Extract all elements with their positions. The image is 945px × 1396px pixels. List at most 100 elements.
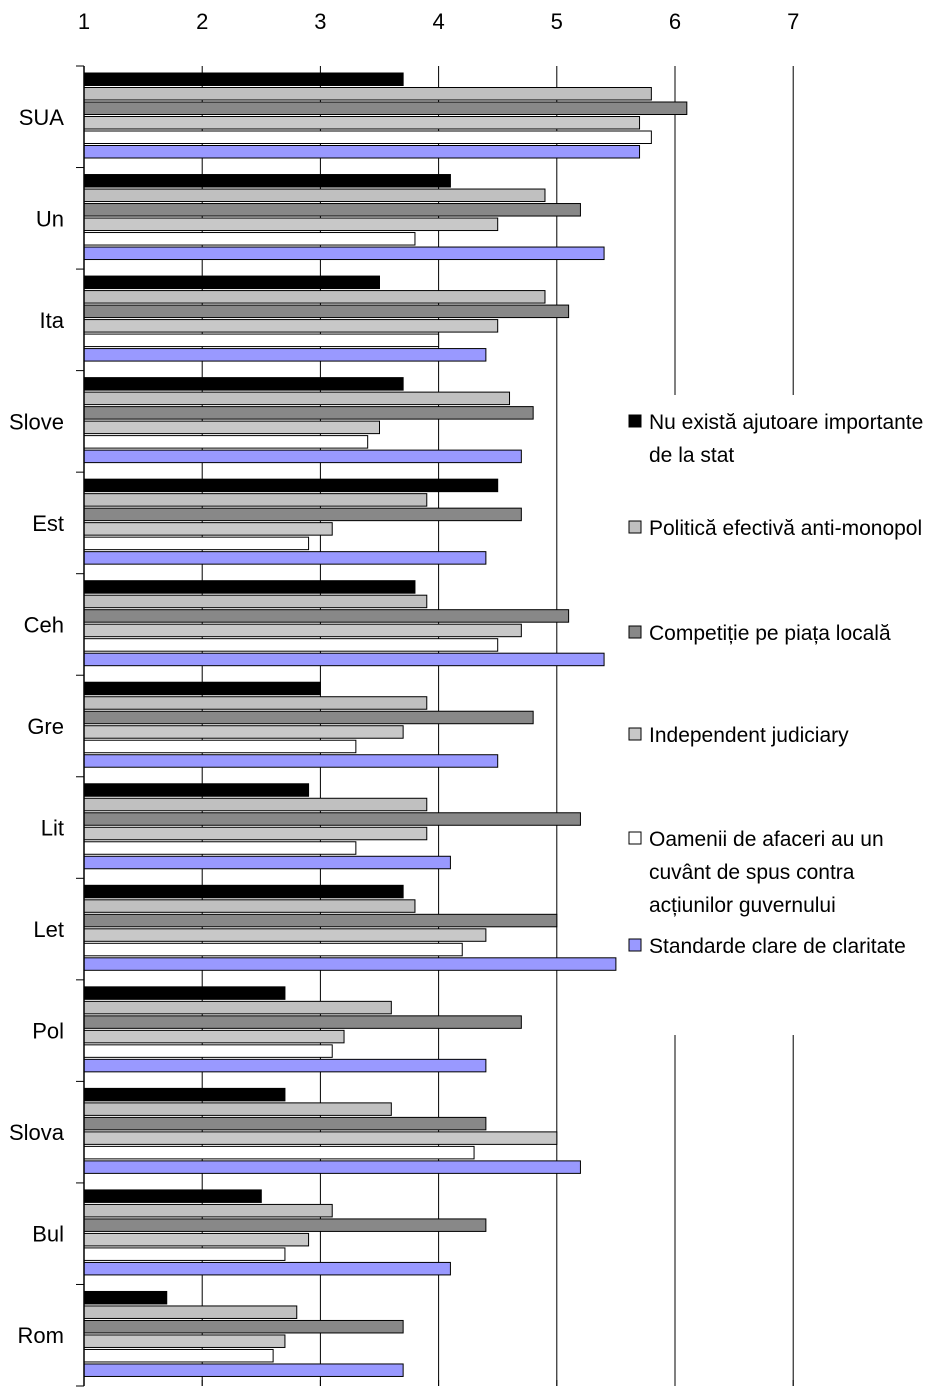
- axes: SUA Un Ita Slove Est Ceh Gre Lit Let Pol Slova Bul R…: [9, 9, 799, 1387]
- bar-ita-series-5: [83, 333, 440, 348]
- bar-slove-series-3: [83, 406, 534, 420]
- category-label: Lit: [41, 816, 64, 841]
- bar-bul-series-4: [83, 1232, 310, 1247]
- bar-slove-series-2: [83, 391, 511, 406]
- legend-swatch-1: [628, 414, 642, 428]
- bar-pol-series-2: [83, 1000, 392, 1015]
- bar-est-series-1: [83, 478, 499, 493]
- bar-slova-series-5: [83, 1145, 475, 1160]
- bar-let-series-2: [83, 899, 416, 913]
- bar-sua-series-6: [83, 145, 641, 159]
- category-label: Slove: [9, 409, 64, 434]
- bar-bul-series-1: [83, 1189, 262, 1203]
- legend: Nu există ajutoare importante de la stat P…: [628, 411, 923, 958]
- bar-un-series-5: [83, 232, 416, 246]
- bar-rom-series-3: [83, 1319, 404, 1334]
- bar-let-series-5: [83, 942, 463, 957]
- bar-let-series-3: [83, 913, 558, 928]
- x-tick-label: 5: [551, 9, 563, 34]
- bar-lit-series-3: [83, 812, 581, 826]
- bar-slova-series-2: [83, 1102, 392, 1116]
- bar-rom-series-6: [83, 1363, 404, 1377]
- x-tick-label: 2: [196, 9, 208, 34]
- bar-let-series-4: [83, 928, 487, 942]
- bar-ita-series-1: [83, 275, 380, 290]
- x-tick-label: 3: [314, 9, 326, 34]
- x-tick-label: 7: [787, 9, 799, 34]
- bar-slove-series-6: [83, 449, 522, 464]
- category-label: Pol: [32, 1019, 64, 1044]
- bar-ceh-series-4: [83, 623, 522, 638]
- bar-ceh-series-5: [83, 638, 499, 652]
- bar-rom-series-2: [83, 1305, 298, 1319]
- bar-slova-series-4: [83, 1131, 558, 1145]
- bar-slove-series-1: [83, 377, 404, 391]
- legend-swatch-5: [628, 831, 642, 845]
- legend-swatch-2: [628, 520, 642, 534]
- category-label: Un: [36, 206, 64, 231]
- bar-ceh-series-1: [83, 580, 416, 594]
- bar-bul-series-3: [83, 1218, 487, 1232]
- bar-bul-series-5: [83, 1247, 286, 1261]
- category-label: Gre: [27, 714, 64, 739]
- bar-un-series-1: [83, 174, 451, 188]
- bar-est-series-2: [83, 493, 428, 507]
- bar-gre-series-4: [83, 725, 404, 739]
- bar-sua-series-4: [83, 116, 641, 130]
- legend-label-1: de la stat: [649, 444, 734, 467]
- category-label: Est: [32, 511, 64, 536]
- bar-slova-series-1: [83, 1087, 286, 1102]
- category-label: Ita: [40, 308, 65, 333]
- category-label: Let: [33, 917, 64, 942]
- bar-slova-series-3: [83, 1116, 487, 1131]
- bar-un-series-4: [83, 217, 499, 232]
- legend-label-3: Competiție pe piața locală: [649, 622, 891, 645]
- bar-ita-series-2: [83, 290, 546, 304]
- bar-gre-series-5: [83, 739, 357, 754]
- bar-pol-series-3: [83, 1015, 522, 1029]
- bar-sua-series-3: [83, 101, 688, 115]
- bar-rom-series-4: [83, 1334, 286, 1348]
- legend-label-1: Nu există ajutoare importante: [649, 411, 923, 434]
- legend-label-4: Independent judiciary: [649, 724, 849, 747]
- legend-label-6: Standarde clare de claritate: [649, 935, 906, 958]
- category-label: Rom: [18, 1323, 64, 1348]
- bar-bul-series-6: [83, 1261, 451, 1276]
- bar-lit-series-4: [83, 826, 428, 841]
- category-label: Bul: [32, 1222, 64, 1247]
- bar-bul-series-2: [83, 1203, 333, 1218]
- bar-lit-series-5: [83, 841, 357, 855]
- bar-slove-series-4: [83, 420, 380, 435]
- x-tick-label: 1: [78, 9, 90, 34]
- bar-slova-series-6: [83, 1160, 581, 1174]
- category-label: Slova: [9, 1120, 65, 1145]
- bar-ceh-series-3: [83, 609, 570, 623]
- bar-ita-series-6: [83, 348, 487, 362]
- legend-label-5: acțiunilor guvernului: [649, 894, 836, 917]
- bar-gre-series-3: [83, 710, 534, 725]
- bar-sua-series-2: [83, 87, 652, 101]
- bar-est-series-5: [83, 536, 310, 551]
- bar-pol-series-4: [83, 1029, 345, 1044]
- bar-pol-series-5: [83, 1044, 333, 1058]
- bar-let-series-1: [83, 884, 404, 899]
- bar-rom-series-1: [83, 1290, 168, 1305]
- bar-gre-series-2: [83, 696, 428, 710]
- bar-ceh-series-2: [83, 594, 428, 609]
- bar-rom-series-5: [83, 1348, 274, 1363]
- bar-lit-series-6: [83, 855, 451, 870]
- legend-label-5: cuvânt de spus contra: [649, 861, 855, 884]
- legend-swatch-6: [628, 938, 642, 952]
- bar-slove-series-5: [83, 435, 369, 449]
- bar-sua-series-5: [83, 130, 652, 144]
- bar-gre-series-6: [83, 754, 499, 768]
- bar-pol-series-6: [83, 1058, 487, 1073]
- bar-est-series-3: [83, 507, 522, 522]
- bar-lit-series-2: [83, 797, 428, 812]
- bar-un-series-2: [83, 188, 546, 203]
- legend-swatch-3: [628, 625, 642, 639]
- category-label: Ceh: [24, 612, 64, 637]
- bar-ita-series-4: [83, 319, 499, 333]
- bar-gre-series-1: [83, 681, 321, 696]
